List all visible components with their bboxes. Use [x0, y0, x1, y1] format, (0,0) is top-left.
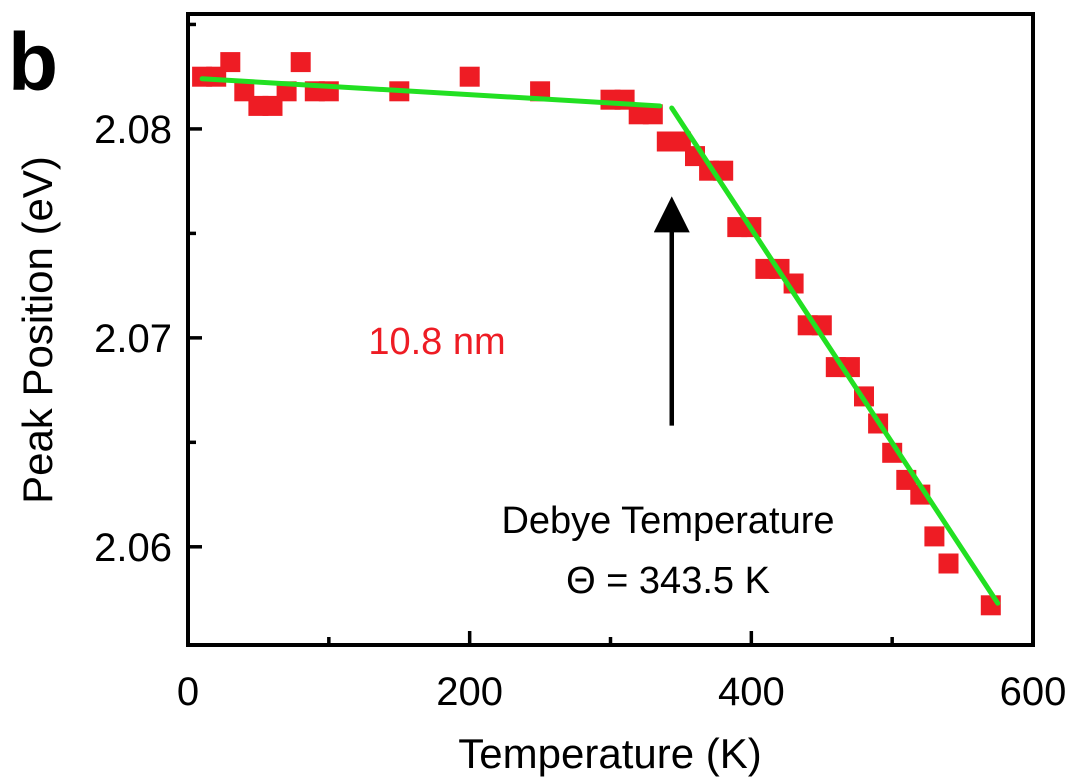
data-point [642, 104, 663, 125]
x-tick-label: 200 [436, 670, 503, 714]
y-tick-label: 2.08 [94, 108, 172, 152]
data-point [459, 66, 480, 87]
axis-ticks [186, 22, 1035, 645]
data-point [924, 526, 945, 547]
data-point [220, 52, 241, 73]
x-tick-label: 0 [177, 670, 199, 714]
x-tick-label: 400 [718, 670, 785, 714]
y-tick-label: 2.06 [94, 526, 172, 570]
plot-area [192, 52, 1001, 616]
series-label: 10.8 nm [368, 321, 505, 363]
x-tick-label: 600 [1000, 670, 1067, 714]
y-axis-title: Peak Position (eV) [14, 156, 61, 504]
data-point [938, 553, 959, 574]
debye-annotation-line2: Θ = 343.5 K [566, 560, 770, 602]
data-point [290, 52, 311, 73]
fit-line [669, 105, 1001, 606]
tick-labels: 0 200 400 600 2.06 2.07 2.08 [94, 108, 1066, 714]
x-axis-title: Temperature (K) [458, 730, 761, 777]
y-tick-label: 2.07 [94, 317, 172, 361]
panel-label: b [8, 17, 58, 108]
fit-line [199, 76, 663, 109]
debye-annotation-line1: Debye Temperature [501, 500, 834, 542]
